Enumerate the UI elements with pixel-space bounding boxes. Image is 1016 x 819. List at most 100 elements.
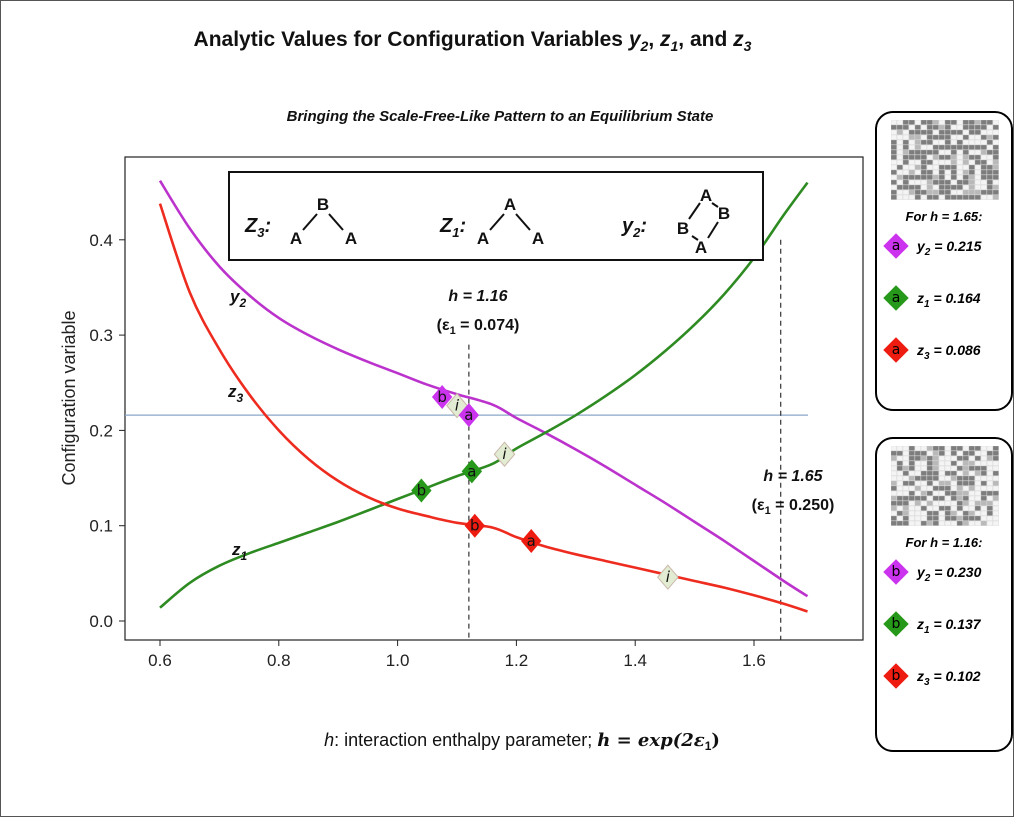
legend-bond [489,213,505,231]
series-line-z1 [159,181,809,609]
y-axis-label: Configuration variable [59,310,79,485]
marker-label: a [467,462,476,480]
diamond-marker-label: a [891,342,901,358]
marker-diamond [411,478,432,503]
lattice-thumbnail [891,446,999,526]
legend-atom: A [532,229,544,248]
panel-entry-z1: a z1 = 0.164 [883,285,1011,315]
panel-heading: For h = 1.65: [905,209,983,224]
y-tick-label: 0.3 [89,326,113,345]
panel-entry-value: z1 = 0.137 [917,616,981,636]
panel-entry-y2: a y2 = 0.215 [883,233,1011,263]
series-label-z1: z1 [231,540,248,563]
legend-box-frame [228,171,764,261]
marker-label: i [455,397,460,415]
y-tick-label: 0.4 [89,231,113,250]
x-tick-label: 1.4 [623,651,647,670]
marker-z3-b: b [464,513,486,538]
panel-entry-value: y2 = 0.215 [917,238,982,258]
y-tick-label: 0.2 [89,421,113,440]
title-var-y2: y2 [628,28,649,55]
marker-label: i [502,445,507,463]
legend-atom: A [695,238,707,257]
legend-bond [302,213,318,231]
legend-Z1-name: Z1: [439,215,466,240]
x-tick-label: 0.6 [148,651,172,670]
legend-atom: A [504,195,516,214]
diamond-marker-label: b [891,564,901,580]
marker-diamond [657,564,679,590]
y-tick-label: 0.0 [89,612,113,631]
marker-diamond [493,441,516,467]
figure-subtitle: Bringing the Scale-Free-Like Pattern to … [286,108,714,125]
series-label-y2: y2 [229,287,246,310]
x-tick-label: 1.0 [386,651,410,670]
panel-entry-y2: b y2 = 0.230 [883,559,1011,589]
marker-diamond [521,528,542,553]
marker-label: b [470,517,480,535]
marker-label: b [437,388,447,406]
diamond-marker-label: b [891,668,901,684]
legend-bond [328,213,344,231]
panel-entry-z1: b z1 = 0.137 [883,611,1011,641]
panel-entry-value: y2 = 0.230 [917,564,982,584]
diamond-marker-label: b [891,616,901,632]
legend-bond [691,235,699,241]
legend-atom: B [317,195,329,214]
panel-entry-value: z1 = 0.164 [917,290,981,310]
legend-bond [688,202,701,220]
legend-bond [707,221,719,239]
figure-title: Analytic Values for Configuration Variab… [193,28,752,55]
y-tick-label: 0.1 [89,517,113,536]
vline-label-eps: (ε1 = 0.250) [752,497,835,517]
marker-y2-a: a [458,403,480,428]
panel-heading: For h = 1.16: [905,535,983,550]
legend-Z3-name: Z3: [244,215,271,240]
x-tick-label: 1.6 [742,651,766,670]
legend-atom: A [477,229,489,248]
panel-entry-value: z3 = 0.102 [917,668,981,688]
marker-diamond [464,513,486,538]
lattice-thumbnail [891,120,999,200]
series-line-z3 [158,203,808,613]
marker-diamond [458,403,480,428]
panel-h165: For h = 1.65: a y2 = 0.215 a z1 = 0.164 a z3 =… [875,111,1013,411]
marker-label: a [527,532,536,550]
marker-i-i: i [493,441,516,467]
marker-label: b [417,481,427,499]
diamond-marker-label: a [891,290,901,306]
panel-entry-value: z3 = 0.086 [917,342,981,362]
legend-bond [515,213,531,231]
marker-label: a [464,406,473,424]
legend-bond [711,202,719,208]
series-line-y2 [158,180,809,598]
marker-z3-a: a [521,528,542,553]
legend-atom: A [290,229,302,248]
x-tick-label: 0.8 [267,651,291,670]
marker-diamond [461,459,483,484]
panel-entry-z3: b z3 = 0.102 [883,663,1011,693]
legend-atom: B [718,204,730,223]
diamond-marker-label: a [891,238,901,254]
vline-label-eps: (ε1 = 0.074) [437,317,520,337]
marker-z1-a: a [461,459,483,484]
legend-atom: A [345,229,357,248]
legend-atom: B [677,219,689,238]
series-label-z3: z3 [227,382,244,405]
panel-entry-z3: a z3 = 0.086 [883,337,1011,367]
x-axis-label: h: interaction enthalpy parameter; h = e… [324,730,720,753]
legend-atom: A [700,186,712,205]
title-var-z3: z3 [733,28,752,55]
marker-i-i: i [657,564,679,590]
vline-label-h: h = 1.16 [448,288,507,305]
vline-label-h: h = 1.65 [763,468,823,485]
legend-y2-name: y2: [621,215,647,240]
x-tick-label: 1.2 [505,651,529,670]
title-var-z1: z1 [659,28,679,55]
panel-h116: For h = 1.16: b y2 = 0.230 b z1 = 0.137 b z3 =… [875,437,1013,752]
marker-z1-b: b [411,478,432,503]
marker-y2-b: b [431,385,453,410]
